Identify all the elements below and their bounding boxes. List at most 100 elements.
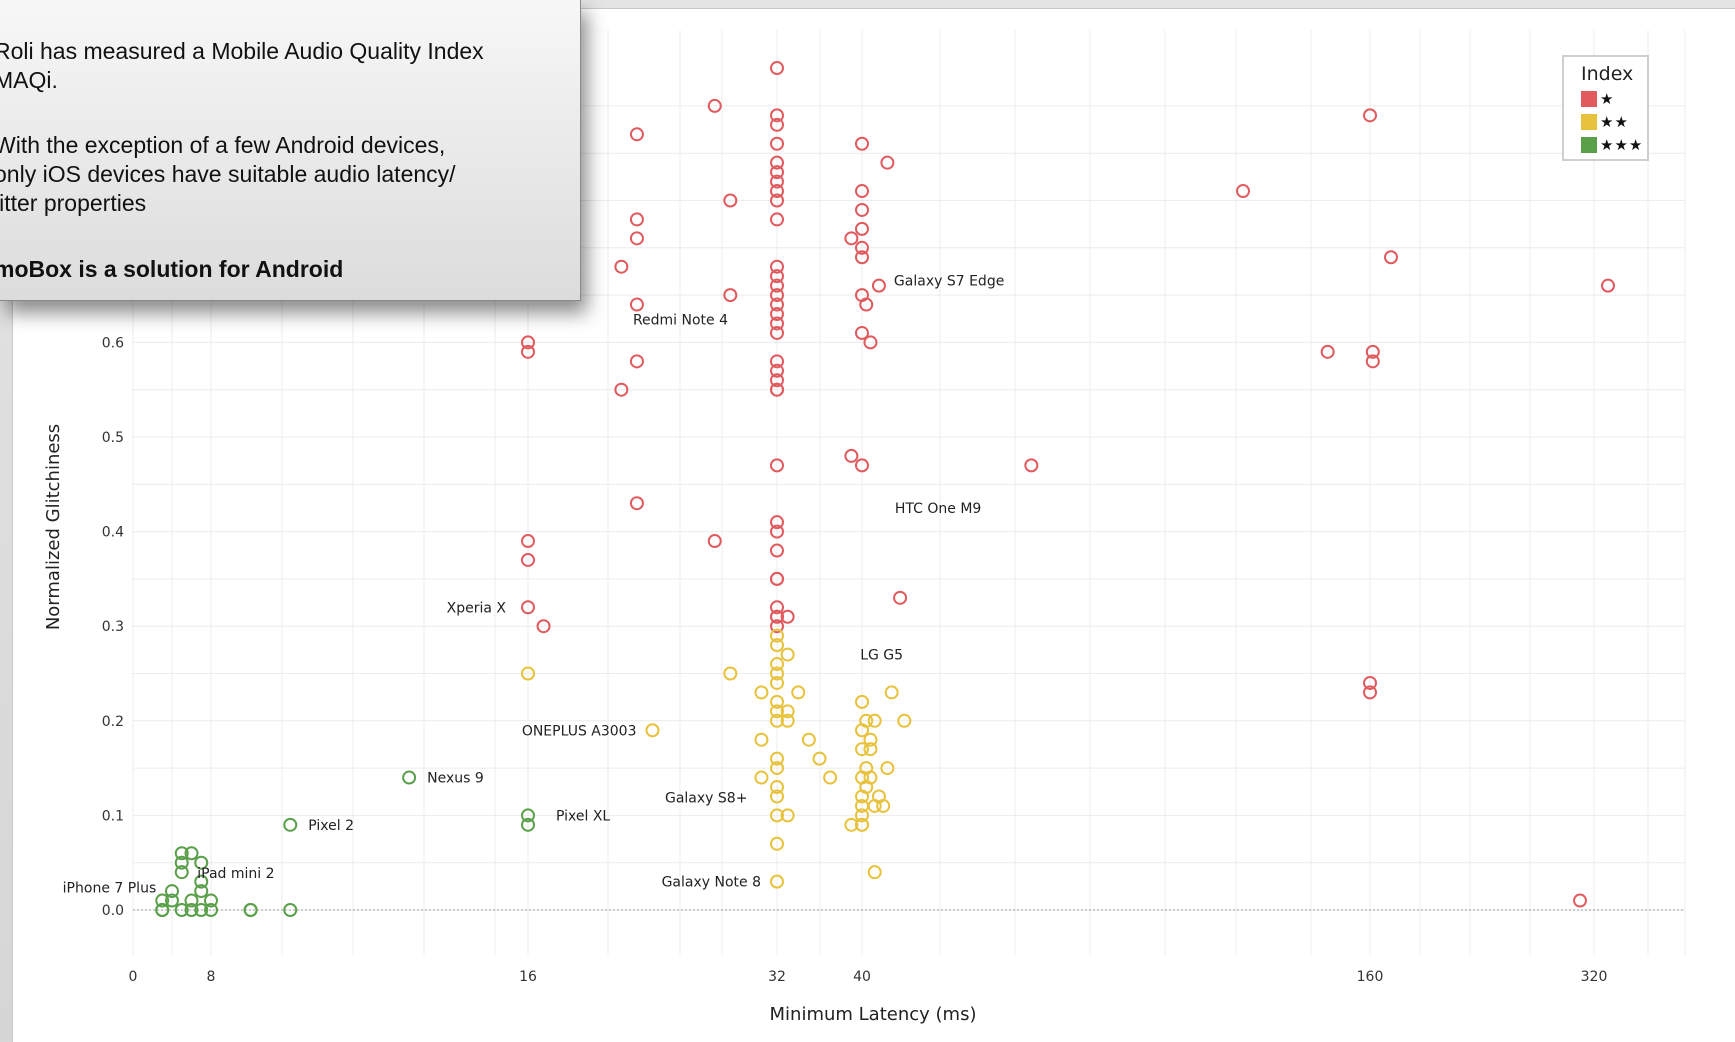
data-point-series-3 [521,817,535,832]
point-annotation: Nexus 9 [427,771,484,787]
point-annotation: LG G5 [860,648,903,664]
data-point-series-1 [770,363,784,378]
data-point-series-1 [855,325,869,340]
data-point-series-2 [770,761,784,776]
data-point-series-3 [165,893,179,908]
data-point-series-2 [770,638,784,653]
data-point-series-3 [194,874,209,889]
y-axis-title: Normalized Glitchiness [43,424,64,630]
legend-label: ★ [1600,90,1615,108]
legend-item-two-star: ★★ [1581,113,1629,131]
point-annotation: HTC One M9 [895,501,981,517]
data-point-series-1 [1363,108,1377,123]
data-point-series-1 [770,165,784,180]
y-tick-label: 0.5 [102,430,124,446]
data-point-series-1 [521,552,535,567]
x-tick-label: 16 [519,969,537,985]
data-point-series-2 [770,751,784,766]
y-tick-label: 0.0 [102,903,124,919]
data-point-series-2 [876,798,891,813]
data-point-series-1 [1365,344,1380,359]
data-point-series-2 [897,713,912,728]
data-point-series-3 [194,903,209,917]
data-point-series-1 [855,240,869,255]
x-tick-label: 32 [768,969,786,985]
data-point-series-1 [770,524,784,539]
data-point-series-3 [174,855,189,870]
data-point-series-2 [801,732,816,747]
data-point-series-2 [780,704,795,719]
data-point-series-2 [880,761,895,776]
data-point-series-2 [844,817,859,832]
point-annotation: Xperia X [447,600,507,616]
data-point-series-2 [645,723,660,738]
data-point-series-1 [770,193,784,208]
data-point-series-2 [780,808,795,823]
data-point-series-1 [614,382,629,397]
legend-item-one-star: ★ [1581,90,1614,108]
data-point-series-3 [184,893,199,908]
data-point-series-2 [867,865,882,880]
data-point-series-1 [770,543,784,558]
data-point-series-1 [770,354,784,369]
data-point-series-1 [770,259,784,274]
legend-item-three-star: ★★★ [1581,136,1643,154]
data-point-series-2 [770,780,784,795]
data-point-series-1 [770,184,784,199]
data-point-series-1 [844,448,859,463]
data-point-series-2 [863,732,878,747]
data-point-series-1 [629,231,644,246]
data-point-series-1 [855,136,869,151]
point-annotation: Galaxy S7 Edge [894,274,1004,290]
legend-title: Index [1581,63,1634,85]
data-point-series-2 [855,817,869,832]
data-point-series-1 [723,288,738,303]
data-point-series-1 [1363,685,1377,700]
data-point-series-1 [855,250,869,265]
data-point-series-3 [194,855,209,870]
data-point-series-1 [770,269,784,284]
callout-text-emphasis: moBox is a solution for Android [0,256,344,282]
data-point-series-1 [855,184,869,199]
legend-swatch-green [1581,137,1597,153]
data-point-series-1 [780,609,795,624]
data-point-series-3 [174,865,189,880]
point-annotation: Galaxy Note 8 [662,875,761,891]
data-point-series-3 [174,903,189,917]
data-point-series-1 [629,354,644,369]
data-point-series-1 [770,117,784,132]
legend-swatch-yellow [1581,114,1597,130]
data-point-series-1 [723,193,738,208]
data-point-series-2 [884,685,899,700]
point-annotation: Redmi Note 4 [633,313,728,329]
callout-line: jitter properties [0,190,147,216]
data-point-series-3 [402,770,417,785]
data-point-series-2 [770,628,784,643]
data-point-series-1 [770,61,784,76]
data-point-series-1 [1363,675,1377,690]
data-point-series-1 [629,496,644,511]
data-point-series-1 [770,571,784,586]
data-point-series-1 [770,174,784,189]
x-axis-title: Minimum Latency (ms) [770,1004,977,1025]
data-point-series-2 [855,742,869,757]
data-point-series-1 [770,212,784,227]
data-point-series-1 [770,108,784,123]
data-point-series-1 [521,344,535,359]
point-annotation: ONEPLUS A3003 [522,723,637,739]
callout-box: Roli has measured a Mobile Audio Quality… [0,0,581,301]
data-point-series-1 [855,202,869,217]
point-annotation: iPad mini 2 [197,866,274,882]
data-point-series-1 [521,600,535,615]
chart-legend: Index ★ ★★ ★★★ [1562,55,1649,161]
data-point-series-2 [780,713,795,728]
data-point-series-2 [770,836,784,851]
data-point-series-1 [614,259,629,274]
data-point-series-2 [770,657,784,672]
data-point-series-3 [184,846,199,861]
callout-text-paragraph-1: Roli has measured a Mobile Audio Quality… [0,37,484,95]
y-tick-label: 0.1 [102,808,124,824]
data-point-series-1 [521,335,535,350]
y-tick-label: 0.4 [102,525,124,541]
data-point-series-1 [770,609,784,624]
